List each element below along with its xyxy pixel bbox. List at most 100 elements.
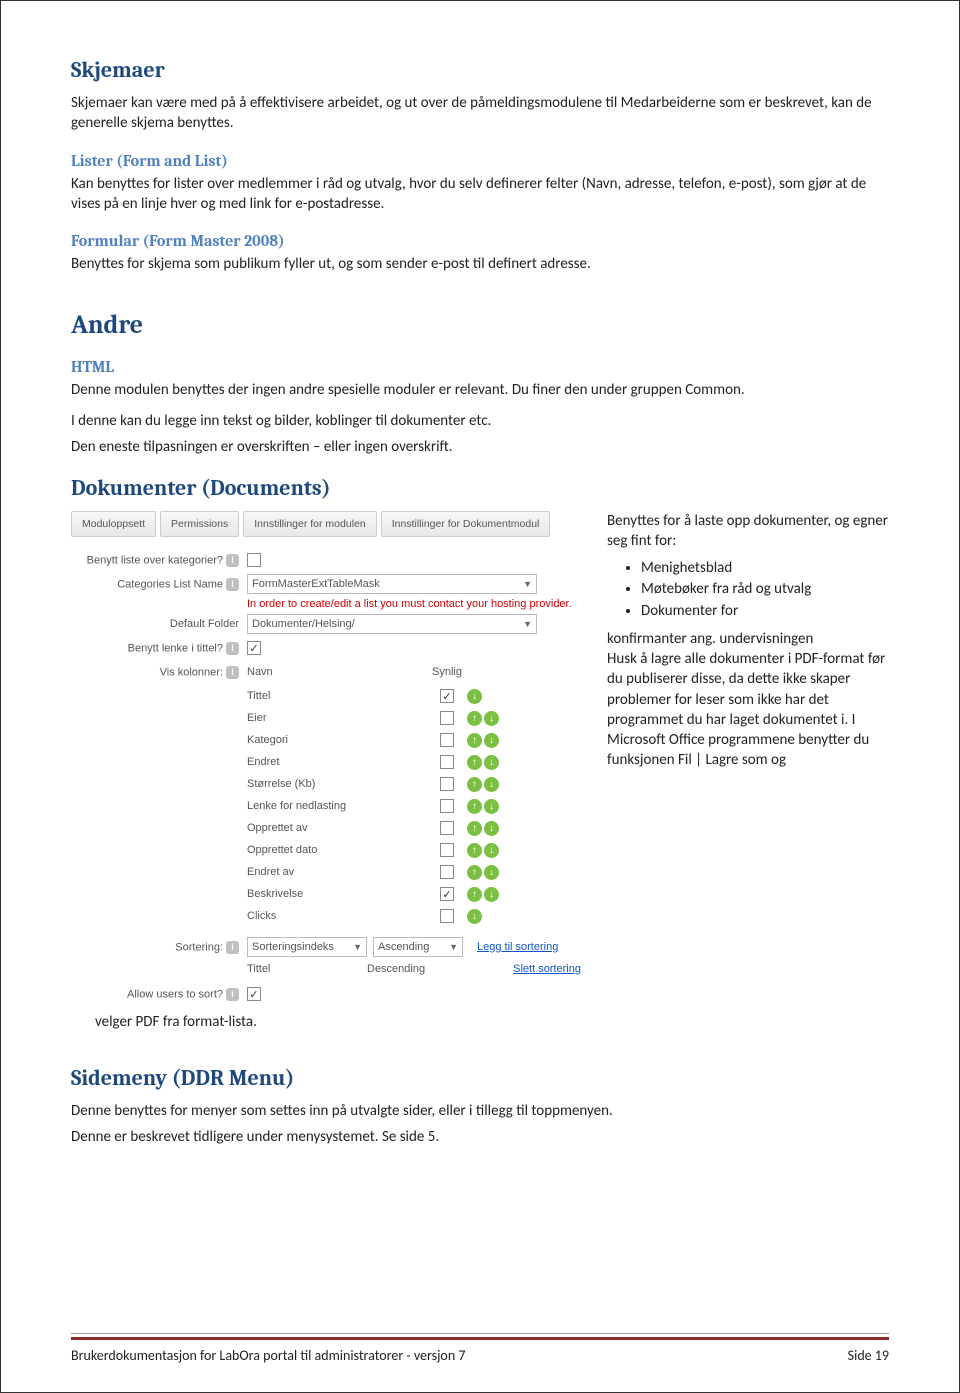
column-reorder-icons: ↑↓ — [467, 711, 499, 726]
column-name: Beskrivelse — [247, 888, 427, 900]
label-default-folder: Default Folder — [170, 618, 239, 630]
arrow-up-icon[interactable]: ↑ — [467, 799, 482, 814]
label-cat-name: Categories List Name — [117, 578, 223, 590]
arrow-down-icon[interactable]: ↓ — [484, 821, 499, 836]
column-visible-checkbox[interactable] — [440, 777, 454, 791]
column-name: Lenke for nedlasting — [247, 800, 427, 812]
arrow-down-icon[interactable]: ↓ — [484, 733, 499, 748]
chevron-down-icon: ▼ — [523, 619, 532, 629]
dokumenter-caption-below: velger PDF fra format-lista. — [95, 1013, 889, 1031]
column-visible-checkbox[interactable] — [440, 909, 454, 923]
skjemaer-intro: Skjemaer kan være med på å effektivisere… — [71, 93, 889, 134]
column-name: Størrelse (Kb) — [247, 778, 427, 790]
dropdown-default-folder[interactable]: Dokumenter/Helsing/ ▼ — [247, 614, 537, 634]
column-row: Eier ↑↓ — [247, 707, 581, 729]
settings-tabs: Moduloppsett Permissions Innstillinger f… — [71, 511, 581, 537]
column-row: Opprettet av↑↓ — [247, 817, 581, 839]
column-reorder-icons: ↓ — [467, 689, 482, 704]
column-name: Eier — [247, 712, 427, 724]
arrow-down-icon[interactable]: ↓ — [467, 909, 482, 924]
arrow-up-icon[interactable]: ↑ — [467, 777, 482, 792]
column-visible-checkbox[interactable]: ✓ — [440, 887, 454, 901]
footer-right: Side 19 — [848, 1347, 889, 1364]
arrow-up-icon[interactable]: ↑ — [467, 755, 482, 770]
info-icon[interactable]: i — [226, 666, 239, 679]
info-icon[interactable]: i — [226, 554, 239, 567]
arrow-down-icon[interactable]: ↓ — [484, 799, 499, 814]
formular-body: Benyttes for skjema som publikum fyller … — [71, 254, 889, 274]
column-reorder-icons: ↑↓ — [467, 777, 499, 792]
column-name: Clicks — [247, 910, 427, 922]
arrow-down-icon[interactable]: ↓ — [467, 689, 482, 704]
checkbox-cat-list[interactable] — [247, 553, 261, 567]
section-heading-dokumenter: Dokumenter (Documents) — [71, 475, 889, 501]
section-heading-formular: Formular (Form Master 2008) — [71, 232, 889, 250]
page-footer: Brukerdokumentasjon for LabOra portal ti… — [71, 1333, 889, 1364]
column-row: Beskrivelse ✓ ↑↓ — [247, 883, 581, 905]
arrow-up-icon[interactable]: ↑ — [467, 821, 482, 836]
column-name: Tittel — [247, 690, 427, 702]
column-visible-checkbox[interactable] — [440, 733, 454, 747]
tab-permissions[interactable]: Permissions — [160, 511, 239, 537]
arrow-up-icon[interactable]: ↑ — [467, 843, 482, 858]
column-reorder-icons: ↑↓ — [467, 733, 499, 748]
sort2-dir: Descending — [367, 963, 463, 975]
settings-panel: Moduloppsett Permissions Innstillinger f… — [71, 511, 581, 1007]
link-delete-sort[interactable]: Slett sortering — [513, 963, 581, 975]
column-row: Clicks ↓ — [247, 905, 581, 927]
info-icon[interactable]: i — [226, 642, 239, 655]
arrow-up-icon[interactable]: ↑ — [467, 711, 482, 726]
column-visible-checkbox[interactable] — [440, 843, 454, 857]
column-name: Opprettet dato — [247, 844, 427, 856]
column-reorder-icons: ↑↓ — [467, 799, 499, 814]
section-heading-lister: Lister (Form and List) — [71, 152, 889, 170]
info-icon[interactable]: i — [226, 988, 239, 1001]
dropdown-cat-name[interactable]: FormMasterExtTableMask ▼ — [247, 574, 537, 594]
arrow-down-icon[interactable]: ↓ — [484, 711, 499, 726]
html-p2: I denne kan du legge inn tekst og bilder… — [71, 411, 889, 431]
html-p1: Denne modulen benyttes der ingen andre s… — [71, 380, 889, 400]
arrow-down-icon[interactable]: ↓ — [484, 777, 499, 792]
column-visible-checkbox[interactable] — [440, 799, 454, 813]
arrow-up-icon[interactable]: ↑ — [467, 887, 482, 902]
dokumenter-intro: Benyttes for å laste opp dokumenter, og … — [607, 511, 889, 552]
column-row: Kategori↑↓ — [247, 729, 581, 751]
sidemeny-p2: Denne er beskrevet tidligere under menys… — [71, 1127, 889, 1147]
link-add-sort[interactable]: Legg til sortering — [477, 941, 558, 953]
arrow-down-icon[interactable]: ↓ — [484, 755, 499, 770]
column-name: Endret — [247, 756, 427, 768]
column-reorder-icons: ↑↓ — [467, 755, 499, 770]
arrow-down-icon[interactable]: ↓ — [484, 865, 499, 880]
dropdown-cat-name-value: FormMasterExtTableMask — [252, 578, 380, 590]
dropdown-sort1-dir[interactable]: Ascending ▼ — [373, 937, 463, 957]
chevron-down-icon: ▼ — [449, 942, 458, 952]
arrow-down-icon[interactable]: ↓ — [484, 843, 499, 858]
column-reorder-icons: ↑↓ — [467, 843, 499, 858]
chevron-down-icon: ▼ — [353, 942, 362, 952]
column-visible-checkbox[interactable] — [440, 821, 454, 835]
tab-moduloppsett[interactable]: Moduloppsett — [71, 511, 156, 537]
column-row: Tittel ✓ ↓ — [247, 685, 581, 707]
tab-innstillinger-modul[interactable]: Innstillinger for modulen — [243, 511, 376, 537]
checkbox-allow-sort[interactable]: ✓ — [247, 987, 261, 1001]
checkbox-link-title[interactable]: ✓ — [247, 641, 261, 655]
label-vis-kolonner: Vis kolonner: — [160, 666, 223, 678]
column-visible-checkbox[interactable] — [440, 755, 454, 769]
info-icon[interactable]: i — [226, 941, 239, 954]
column-reorder-icons: ↑↓ — [467, 821, 499, 836]
arrow-up-icon[interactable]: ↑ — [467, 733, 482, 748]
arrow-down-icon[interactable]: ↓ — [484, 887, 499, 902]
column-visible-checkbox[interactable]: ✓ — [440, 689, 454, 703]
dropdown-sort1-field[interactable]: Sorteringsindeks ▼ — [247, 937, 367, 957]
sidemeny-p1: Denne benyttes for menyer som settes inn… — [71, 1101, 889, 1121]
column-visible-checkbox[interactable] — [440, 711, 454, 725]
info-icon[interactable]: i — [226, 578, 239, 591]
dokumenter-description: Benyttes for å laste opp dokumenter, og … — [607, 511, 889, 1007]
column-visible-checkbox[interactable] — [440, 865, 454, 879]
arrow-up-icon[interactable]: ↑ — [467, 865, 482, 880]
bullet-motebok: Møtebøker fra råd og utvalg — [641, 579, 889, 601]
tab-innstillinger-dokument[interactable]: Innstillinger for Dokumentmodul — [381, 511, 551, 537]
label-cat-list: Benytt liste over kategorier? — [87, 554, 223, 566]
dropdown-sort1-dir-value: Ascending — [378, 941, 429, 953]
label-allow-sort: Allow users to sort? — [127, 988, 223, 1000]
